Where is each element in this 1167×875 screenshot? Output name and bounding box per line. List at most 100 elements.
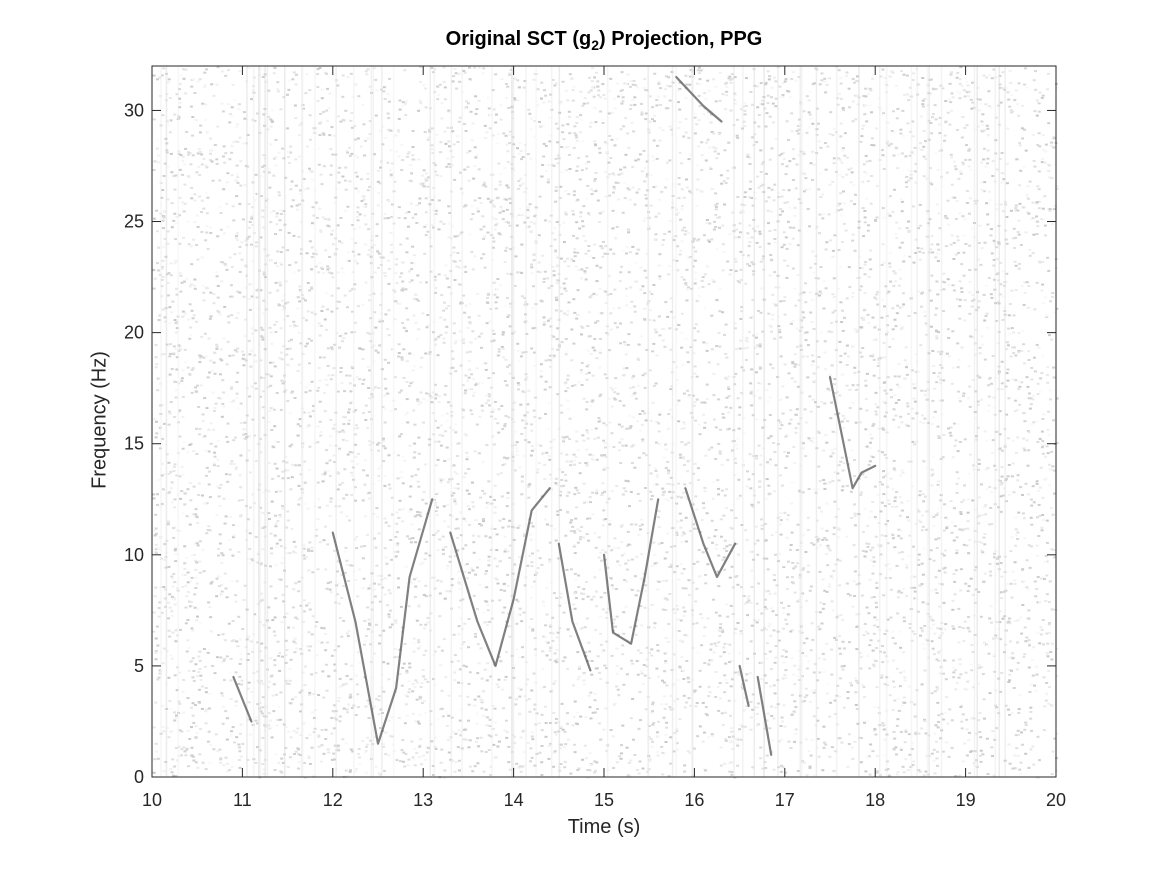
noise-cell xyxy=(261,683,264,685)
noise-cell xyxy=(902,671,905,673)
noise-cell xyxy=(592,513,595,515)
noise-cell xyxy=(339,716,342,718)
noise-cell xyxy=(758,445,761,447)
noise-cell xyxy=(892,681,895,683)
noise-cell xyxy=(744,529,747,531)
noise-cell xyxy=(854,570,857,572)
noise-cell xyxy=(583,683,586,685)
noise-cell xyxy=(1032,252,1035,254)
noise-cell xyxy=(308,446,311,448)
noise-cell xyxy=(242,364,245,366)
noise-cell xyxy=(1008,744,1011,746)
noise-cell xyxy=(384,518,387,520)
noise-cell xyxy=(368,619,371,621)
noise-cell xyxy=(773,579,776,581)
noise-cell xyxy=(611,584,614,586)
noise-cell xyxy=(319,541,322,543)
noise-cell xyxy=(699,83,702,85)
noise-cell xyxy=(832,452,835,454)
noise-cell xyxy=(1032,675,1035,677)
noise-cell xyxy=(696,622,699,624)
noise-cell xyxy=(656,731,659,733)
noise-cell xyxy=(772,442,775,444)
noise-cell xyxy=(324,526,327,528)
noise-cell xyxy=(440,445,443,447)
noise-cell xyxy=(404,722,407,724)
noise-cell xyxy=(725,643,728,645)
noise-cell xyxy=(575,506,578,508)
noise-cell xyxy=(817,738,820,740)
noise-cell xyxy=(544,706,547,708)
noise-cell xyxy=(1008,464,1011,466)
noise-cell xyxy=(261,166,264,168)
noise-cell xyxy=(962,215,965,217)
noise-cell xyxy=(209,616,212,618)
noise-cell xyxy=(1016,668,1019,670)
noise-cell xyxy=(587,642,590,644)
noise-cell xyxy=(186,619,189,621)
noise-cell xyxy=(579,216,582,218)
noise-cell xyxy=(895,753,898,755)
noise-cell xyxy=(578,668,581,670)
noise-cell xyxy=(506,574,509,576)
noise-cell xyxy=(678,718,681,720)
noise-cell xyxy=(192,239,195,241)
noise-cell xyxy=(935,335,938,337)
noise-cell xyxy=(620,266,623,268)
noise-cell xyxy=(653,385,656,387)
noise-cell xyxy=(439,141,442,143)
noise-cell xyxy=(952,628,955,630)
noise-cell xyxy=(419,624,422,626)
noise-cell xyxy=(228,355,231,357)
noise-cell xyxy=(431,148,434,150)
noise-cell xyxy=(898,285,901,287)
noise-cell xyxy=(295,648,298,650)
noise-cell xyxy=(1018,142,1021,144)
noise-cell xyxy=(619,271,622,273)
noise-cell xyxy=(249,366,252,368)
noise-cell xyxy=(686,390,689,392)
noise-cell xyxy=(1027,609,1030,611)
noise-cell xyxy=(700,70,703,72)
noise-cell xyxy=(311,246,314,248)
noise-cell xyxy=(162,488,165,490)
noise-cell xyxy=(280,409,283,411)
noise-cell xyxy=(825,442,828,444)
noise-cell xyxy=(507,161,510,163)
noise-cell xyxy=(154,652,157,654)
noise-cell xyxy=(339,484,342,486)
noise-cell xyxy=(459,695,462,697)
noise-cell xyxy=(956,91,959,93)
noise-cell xyxy=(480,228,483,230)
noise-cell xyxy=(394,536,397,538)
noise-cell xyxy=(217,440,220,442)
noise-cell xyxy=(1014,379,1017,381)
noise-cell xyxy=(350,472,353,474)
noise-cell xyxy=(281,656,284,658)
noise-cell xyxy=(408,666,411,668)
noise-cell xyxy=(949,432,952,434)
noise-cell xyxy=(347,423,350,425)
noise-cell xyxy=(560,412,563,414)
noise-cell xyxy=(704,98,707,100)
noise-cell xyxy=(825,169,828,171)
noise-cell xyxy=(706,350,709,352)
noise-cell xyxy=(755,141,758,143)
noise-cell xyxy=(749,487,752,489)
noise-cell xyxy=(504,423,507,425)
noise-cell xyxy=(889,281,892,283)
noise-cell xyxy=(735,517,738,519)
noise-cell xyxy=(291,528,294,530)
noise-cell xyxy=(232,84,235,86)
noise-cell xyxy=(175,747,178,749)
noise-cell xyxy=(655,216,658,218)
noise-cell xyxy=(978,664,981,666)
noise-cell xyxy=(629,387,632,389)
noise-cell xyxy=(225,203,228,205)
noise-cell xyxy=(602,509,605,511)
noise-cell xyxy=(773,769,776,771)
noise-cell xyxy=(1001,152,1004,154)
noise-cell xyxy=(792,227,795,229)
noise-cell xyxy=(697,479,700,481)
noise-cell xyxy=(863,113,866,115)
